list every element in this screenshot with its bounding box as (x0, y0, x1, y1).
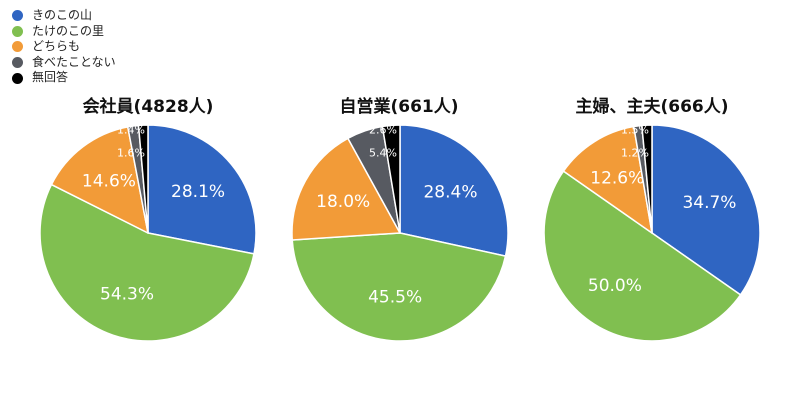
pie-homemaker: 34.7% 50.0% 12.6% 1.2% 1.5% (543, 124, 761, 342)
pie-slice-homemaker-takenoko (543, 170, 742, 342)
legend-label-takenoko: たけのこの里 (32, 23, 105, 38)
pie-company-employee: 28.1% 54.3% 14.6% 1.6% 1.4% (39, 124, 257, 342)
pie-slice-self-employed-no-answer (381, 124, 401, 234)
legend-swatch-never-eaten (12, 57, 23, 69)
pie-self-employed: 28.4% 45.5% 18.0% 5.4% 2.6% (291, 124, 509, 342)
pie-slice-homemaker-no-answer (641, 124, 653, 234)
pie-slice-self-employed-both (291, 137, 401, 241)
pie-slice-company-employee-both (50, 126, 149, 234)
chart-legend: きのこの山 たけのこの里 どちらも 食べたことない 無回答 (12, 8, 116, 86)
slice-label-homemaker-never-eaten: 1.2% (621, 147, 649, 160)
pie-title-company-employee: 会社員(4828人) (82, 97, 214, 117)
legend-item-no-answer: 無回答 (12, 70, 116, 86)
slice-label-self-employed-takenoko: 45.5% (368, 288, 422, 308)
legend-swatch-both (12, 41, 23, 53)
slice-label-homemaker-takenoko: 50.0% (588, 276, 642, 296)
slice-label-homemaker-kinoko: 34.7% (682, 193, 736, 213)
pie-slice-homemaker-kinoko (651, 124, 761, 296)
pie-title-self-employed: 自営業(661人) (339, 97, 459, 117)
legend-label-never-eaten: 食べたことない (32, 54, 116, 69)
slice-label-self-employed-no-answer: 2.6% (369, 124, 397, 137)
legend-item-kinoko: きのこの山 (12, 8, 116, 24)
pie-slice-company-employee-no-answer (137, 124, 149, 234)
legend-swatch-takenoko (12, 25, 23, 37)
legend-label-no-answer: 無回答 (32, 70, 69, 85)
legend-label-both: どちらも (32, 39, 81, 54)
pie-slice-homemaker-both (562, 125, 653, 234)
legend-swatch-kinoko (12, 10, 23, 22)
pie-title-homemaker: 主婦、主夫(666人) (575, 97, 729, 117)
slice-label-homemaker-no-answer: 1.5% (621, 124, 649, 137)
slice-label-self-employed-both: 18.0% (316, 192, 370, 212)
pie-slice-self-employed-kinoko (399, 124, 509, 257)
legend-item-never-eaten: 食べたことない (12, 55, 116, 71)
slice-label-company-employee-takenoko: 54.3% (100, 284, 154, 304)
pie-slice-self-employed-takenoko (291, 232, 507, 342)
slice-label-self-employed-never-eaten: 5.4% (369, 147, 397, 160)
slice-label-self-employed-kinoko: 28.4% (423, 182, 477, 202)
legend-item-both: どちらも (12, 39, 116, 55)
legend-label-kinoko: きのこの山 (32, 8, 93, 22)
pie-slice-company-employee-kinoko (147, 124, 257, 255)
slice-label-company-employee-both: 14.6% (82, 171, 136, 191)
slice-label-company-employee-never-eaten: 1.6% (117, 147, 145, 160)
legend-swatch-no-answer (12, 72, 23, 84)
legend-item-takenoko: たけのこの里 (12, 24, 116, 40)
slice-label-company-employee-kinoko: 28.1% (171, 182, 225, 202)
slice-label-homemaker-both: 12.6% (590, 168, 644, 188)
pie-slice-company-employee-takenoko (39, 183, 255, 342)
slice-label-company-employee-no-answer: 1.4% (117, 124, 145, 137)
